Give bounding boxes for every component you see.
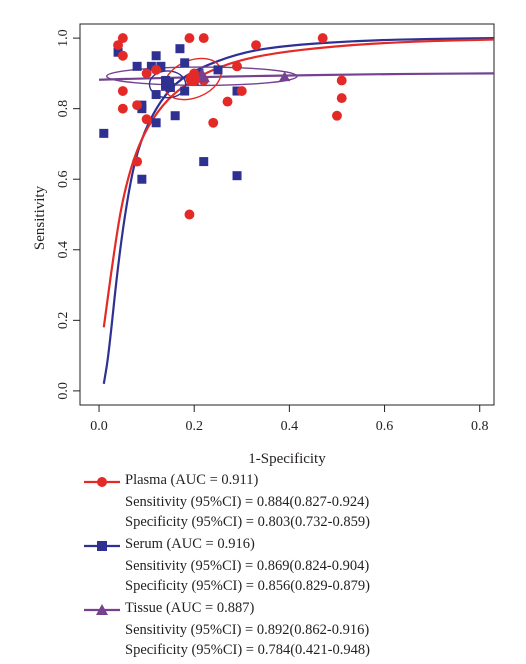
y-tick-label: 0.8 <box>56 100 71 118</box>
study-point-serum <box>151 51 161 61</box>
study-point-plasma <box>222 96 233 107</box>
y-tick-label: 0.0 <box>56 382 71 400</box>
sroc-curves <box>99 37 495 385</box>
study-point-plasma <box>113 40 124 51</box>
legend-entry-serum: Serum (AUC = 0.916) Sensitivity (95%CI) … <box>84 536 514 596</box>
study-point-plasma <box>184 209 195 220</box>
sroc-curve-tissue <box>99 72 495 81</box>
tissue-specificity-ci: Specificity (95%CI) = 0.784(0.421-0.948) <box>125 641 370 658</box>
confidence-ellipse-serum <box>148 70 187 99</box>
study-point-serum <box>99 128 109 138</box>
y-axis-label: Sensitivity <box>32 185 48 250</box>
study-point-plasma <box>132 100 143 111</box>
axes: 0.0 0.2 0.4 0.6 0.8 0.0 0.2 0.4 0.6 0.8 1.0 <box>56 23 495 434</box>
study-point-tissue <box>279 71 291 82</box>
y-tick-label: 0.6 <box>56 170 71 188</box>
summary-point-plasma <box>185 71 200 87</box>
study-point-plasma <box>336 93 347 104</box>
study-point-plasma <box>236 86 247 96</box>
legend: Plasma (AUC = 0.911) Sensitivity (95%CI)… <box>84 472 514 664</box>
study-point-serum <box>180 58 190 68</box>
legend-key-serum <box>84 541 120 551</box>
y-tick-label: 0.2 <box>56 312 71 330</box>
summary-points <box>161 68 210 91</box>
legend-label-plasma: Plasma (AUC = 0.911) <box>125 472 259 488</box>
study-point-plasma <box>117 103 128 114</box>
study-point-serum <box>180 86 190 96</box>
x-tick-label: 0.4 <box>281 419 299 434</box>
study-point-serum <box>175 44 185 54</box>
x-tick-label: 0.2 <box>185 419 203 434</box>
study-point-serum <box>146 61 156 71</box>
study-point-plasma <box>332 110 342 121</box>
legend-label-tissue: Tissue (AUC = 0.887) <box>125 600 255 616</box>
legend-key-plasma <box>84 477 120 487</box>
x-axis-label: 1-Specificity <box>248 451 326 467</box>
confidence-ellipse-tissue <box>105 66 298 87</box>
plasma-sensitivity-ci: Sensitivity (95%CI) = 0.884(0.827-0.924) <box>125 494 370 510</box>
x-tick-label: 0.6 <box>376 419 394 434</box>
x-tick-label: 0.0 <box>90 419 108 434</box>
study-point-plasma <box>184 33 195 44</box>
study-point-serum <box>170 111 180 121</box>
study-point-plasma <box>117 50 128 61</box>
study-point-serum <box>156 61 166 71</box>
summary-point-serum <box>161 77 175 91</box>
study-point-plasma <box>141 114 152 125</box>
x-tick-label: 0.8 <box>471 419 489 434</box>
sroc-chart: 0.0 0.2 0.4 0.6 0.8 0.0 0.2 0.4 0.6 0.8 1.0 1-Spec… <box>32 23 495 467</box>
legend-label-serum: Serum (AUC = 0.916) <box>125 536 255 552</box>
study-point-plasma <box>232 61 242 72</box>
plasma-specificity-ci: Specificity (95%CI) = 0.803(0.732-0.859) <box>125 513 370 530</box>
study-point-serum <box>199 157 209 167</box>
study-point-plasma <box>117 33 128 44</box>
study-point-serum <box>213 65 223 75</box>
plot-frame <box>79 23 495 406</box>
study-point-plasma <box>132 156 143 167</box>
study-point-plasma <box>208 117 219 128</box>
legend-key-tissue <box>84 604 120 615</box>
study-point-serum <box>232 171 242 181</box>
study-point-serum <box>132 61 142 71</box>
study-point-serum <box>151 90 161 100</box>
legend-entry-tissue: Tissue (AUC = 0.887) Sensitivity (95%CI)… <box>84 600 514 660</box>
study-point-plasma <box>317 33 328 44</box>
study-point-plasma <box>117 86 128 96</box>
study-point-serum <box>151 118 161 128</box>
serum-sensitivity-ci: Sensitivity (95%CI) = 0.869(0.824-0.904) <box>125 558 370 574</box>
legend-entry-plasma: Plasma (AUC = 0.911) Sensitivity (95%CI)… <box>84 472 514 532</box>
study-point-plasma <box>141 68 152 79</box>
study-point-plasma <box>151 64 162 75</box>
sroc-curve-plasma <box>102 38 495 328</box>
study-point-plasma <box>251 40 262 51</box>
study-point-plasma <box>336 75 347 86</box>
study-point-serum <box>137 174 147 184</box>
y-tick-label: 1.0 <box>56 29 71 47</box>
study-point-plasma <box>198 33 209 44</box>
serum-specificity-ci: Specificity (95%CI) = 0.856(0.829-0.879) <box>125 577 370 594</box>
tissue-sensitivity-ci: Sensitivity (95%CI) = 0.892(0.862-0.916) <box>125 622 370 638</box>
study-point-serum <box>113 47 123 57</box>
y-tick-label: 0.4 <box>56 241 71 259</box>
study-points <box>99 33 347 220</box>
